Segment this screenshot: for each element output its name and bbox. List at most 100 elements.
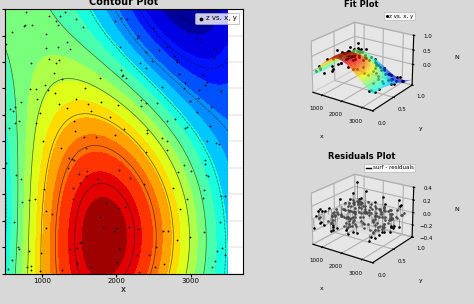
Point bbox=[51, 71, 58, 76]
Point bbox=[125, 224, 132, 229]
Point bbox=[173, 237, 181, 242]
Point bbox=[23, 265, 30, 270]
Point bbox=[18, 176, 25, 181]
Point bbox=[2, 160, 10, 165]
Point bbox=[43, 225, 50, 230]
Point bbox=[84, 101, 92, 106]
Point bbox=[187, 99, 194, 104]
Point bbox=[114, 102, 122, 107]
Point bbox=[43, 32, 50, 36]
Point bbox=[159, 229, 166, 233]
Point bbox=[55, 58, 63, 63]
Point bbox=[21, 24, 28, 29]
Point bbox=[142, 50, 150, 55]
Point bbox=[72, 97, 80, 102]
Point bbox=[103, 201, 110, 206]
Point bbox=[194, 96, 202, 101]
Point bbox=[134, 226, 142, 231]
Point bbox=[27, 263, 35, 268]
Point bbox=[208, 264, 216, 269]
Point bbox=[137, 61, 144, 66]
Point bbox=[210, 46, 218, 51]
Point bbox=[216, 141, 223, 146]
Point bbox=[18, 199, 26, 204]
Point bbox=[121, 205, 129, 210]
Point bbox=[45, 87, 52, 92]
Point bbox=[118, 74, 126, 79]
Point bbox=[77, 240, 84, 245]
Point bbox=[201, 158, 209, 163]
Point bbox=[217, 88, 225, 93]
Point bbox=[195, 87, 203, 92]
Legend: z vs. x, y: z vs. x, y bbox=[383, 12, 415, 20]
Point bbox=[181, 126, 189, 131]
Point bbox=[64, 39, 71, 44]
Point bbox=[152, 244, 160, 249]
Point bbox=[62, 9, 69, 14]
Point bbox=[115, 246, 123, 251]
Point bbox=[173, 60, 181, 65]
Point bbox=[142, 150, 150, 155]
Point bbox=[201, 162, 209, 167]
Point bbox=[26, 197, 33, 202]
Point bbox=[9, 29, 16, 34]
Point bbox=[142, 101, 150, 106]
Point bbox=[164, 139, 171, 143]
Point bbox=[69, 197, 76, 202]
Point bbox=[180, 163, 188, 168]
Point bbox=[113, 259, 121, 264]
Point bbox=[14, 244, 21, 249]
Point bbox=[39, 138, 46, 143]
Point bbox=[25, 249, 33, 254]
Point bbox=[137, 97, 145, 102]
Point bbox=[181, 16, 189, 21]
Point bbox=[123, 16, 130, 21]
Point bbox=[63, 106, 71, 111]
Point bbox=[201, 187, 208, 192]
Point bbox=[58, 77, 66, 81]
Point bbox=[56, 13, 64, 18]
Point bbox=[187, 169, 195, 174]
Point bbox=[27, 267, 35, 272]
Point bbox=[32, 121, 40, 126]
Point bbox=[116, 167, 123, 172]
Point bbox=[16, 119, 23, 123]
Point bbox=[221, 253, 228, 257]
Point bbox=[99, 224, 107, 229]
Point bbox=[183, 29, 191, 34]
Point bbox=[106, 115, 114, 120]
Point bbox=[111, 133, 118, 138]
Point bbox=[18, 99, 25, 104]
Legend: surf - residuals: surf - residuals bbox=[364, 164, 415, 172]
Point bbox=[52, 61, 60, 66]
Point bbox=[96, 214, 104, 219]
Point bbox=[2, 42, 10, 47]
Point bbox=[204, 173, 211, 178]
Point bbox=[216, 219, 224, 224]
Point bbox=[210, 56, 218, 60]
Point bbox=[88, 109, 95, 113]
X-axis label: x: x bbox=[319, 286, 323, 291]
Point bbox=[12, 172, 20, 177]
Point bbox=[117, 16, 125, 20]
Point bbox=[92, 135, 100, 140]
Point bbox=[82, 146, 90, 150]
Point bbox=[183, 197, 191, 202]
Point bbox=[33, 97, 41, 102]
Point bbox=[9, 108, 17, 113]
Point bbox=[213, 141, 220, 146]
Point bbox=[69, 185, 76, 190]
Point bbox=[149, 26, 156, 30]
Point bbox=[154, 100, 161, 105]
Title: Fit Plot: Fit Plot bbox=[344, 0, 379, 9]
Point bbox=[199, 195, 207, 200]
Point bbox=[71, 158, 78, 163]
Point bbox=[46, 57, 53, 62]
Point bbox=[207, 105, 215, 110]
Point bbox=[11, 120, 18, 125]
Point bbox=[26, 87, 34, 92]
Point bbox=[79, 25, 86, 30]
Point bbox=[171, 116, 178, 121]
Point bbox=[76, 240, 84, 245]
Point bbox=[42, 209, 49, 213]
